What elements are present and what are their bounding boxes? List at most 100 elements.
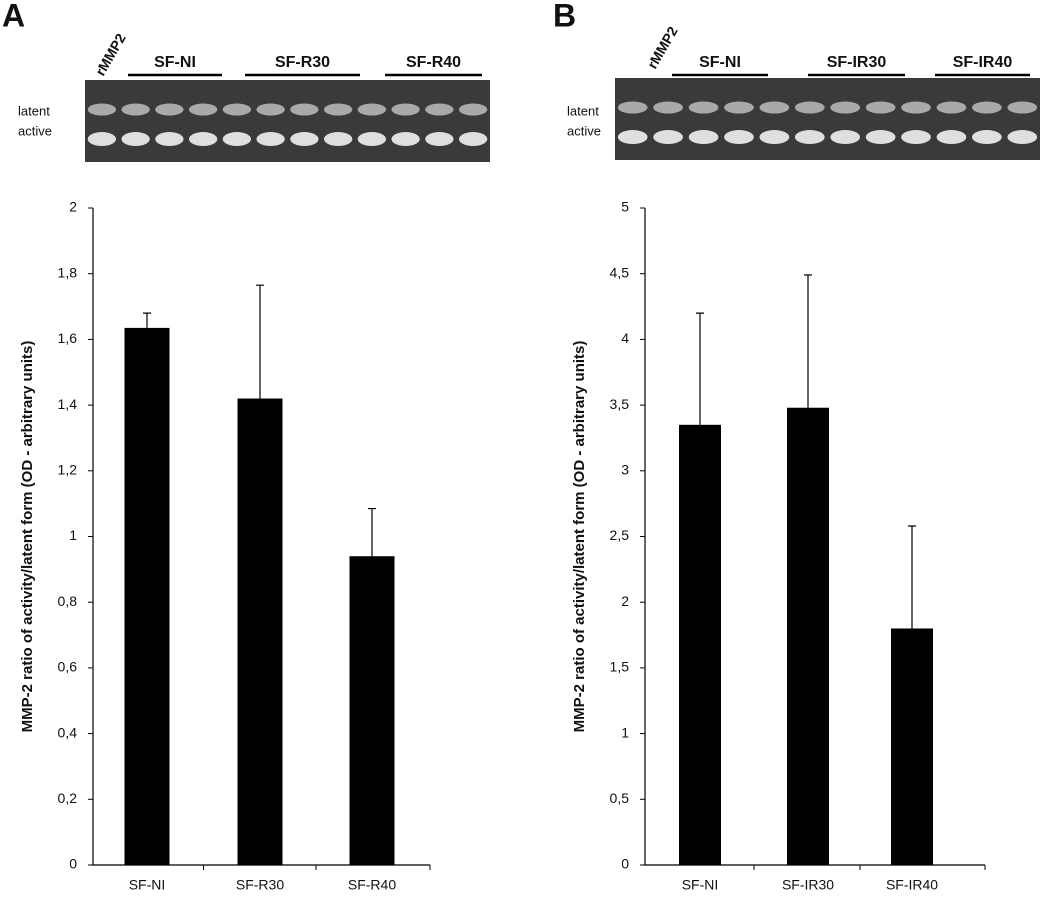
x-tick-label: SF-IR40 [886, 877, 938, 893]
y-tick-label: 0,6 [58, 659, 78, 675]
gel-band [222, 132, 252, 147]
lane-label: rMMP2 [92, 30, 129, 78]
y-tick-label: 0 [69, 856, 77, 872]
gel-band [222, 103, 252, 116]
error-bar [256, 284, 264, 399]
gel-band [653, 101, 683, 114]
panel-letter: B [553, 0, 576, 33]
bar [787, 407, 829, 865]
gel-band [617, 101, 648, 114]
gel-band [256, 132, 285, 147]
gel-band [121, 132, 150, 147]
band-label: active [567, 123, 601, 138]
x-tick-label: SF-IR30 [782, 877, 834, 893]
y-tick-label: 4 [621, 330, 629, 346]
gel-band [865, 101, 896, 114]
gel-band [188, 103, 218, 116]
gel-band [724, 101, 754, 114]
gel-band [323, 103, 353, 116]
y-tick-label: 1,8 [58, 264, 78, 280]
bar [349, 556, 395, 865]
gel-band [425, 103, 454, 116]
band-label: latent [567, 103, 599, 118]
gel-band [155, 103, 184, 116]
gel-band [972, 130, 1002, 145]
band-label: active [18, 123, 52, 138]
group-label: SF-NI [699, 54, 741, 71]
gel-image [615, 78, 1040, 160]
y-tick-label: 1,2 [58, 462, 78, 478]
gel-band [653, 130, 683, 145]
error-bar [696, 312, 704, 425]
y-tick-label: 3,5 [610, 396, 630, 412]
y-axis-label: MMP-2 ratio of activity/latent form (OD … [19, 341, 36, 733]
gel-band [936, 101, 967, 114]
gel-band [155, 132, 184, 147]
gel-band [290, 132, 319, 147]
y-tick-label: 1,4 [58, 396, 78, 412]
gel-band [1007, 130, 1038, 145]
gel-band [830, 130, 861, 145]
gel-band [901, 130, 931, 145]
error-bar [368, 507, 376, 557]
y-tick-label: 4,5 [610, 264, 630, 280]
gel-image [85, 80, 490, 162]
gel-band [357, 132, 387, 147]
error-bar [908, 525, 916, 629]
gel-band [794, 101, 825, 114]
gel-band [323, 132, 353, 147]
y-tick-label: 2 [621, 593, 629, 609]
bar [679, 424, 721, 865]
gel-band [357, 103, 387, 116]
y-tick-label: 2 [69, 199, 77, 215]
gel-band [865, 130, 896, 145]
group-label: SF-IR30 [827, 54, 887, 71]
y-tick-label: 1 [621, 724, 629, 740]
gel-band [391, 103, 420, 116]
gel-band [87, 132, 117, 147]
x-tick-label: SF-R40 [348, 877, 396, 893]
band-label: latent [18, 103, 50, 118]
gel-band [688, 101, 719, 114]
y-tick-label: 1,6 [58, 330, 78, 346]
gel-band [617, 130, 648, 145]
gel-band [256, 103, 285, 116]
gel-band [794, 130, 825, 145]
gel-band [458, 103, 488, 116]
x-tick-label: SF-R30 [236, 877, 284, 893]
group-label: SF-R30 [275, 54, 330, 71]
gel-band [936, 130, 967, 145]
y-tick-label: 3 [621, 462, 629, 478]
y-tick-label: 1 [69, 527, 77, 543]
gel-band [830, 101, 861, 114]
gel-band [759, 101, 790, 114]
gel-band [391, 132, 420, 147]
gel-band [458, 132, 488, 147]
y-tick-label: 0,4 [58, 724, 78, 740]
y-tick-label: 0 [621, 856, 629, 872]
gel-band [759, 130, 790, 145]
x-tick-label: SF-NI [682, 877, 719, 893]
group-label: SF-NI [154, 54, 196, 71]
y-tick-label: 5 [621, 199, 629, 215]
group-label: SF-R40 [406, 54, 461, 71]
x-tick-label: SF-NI [129, 877, 166, 893]
error-bar [143, 312, 151, 328]
y-tick-label: 1,5 [610, 659, 630, 675]
lane-label: rMMP2 [644, 23, 681, 71]
group-label: SF-IR40 [953, 54, 1013, 71]
y-tick-label: 0,8 [58, 593, 78, 609]
gel-band [188, 132, 218, 147]
gel-band [1007, 101, 1038, 114]
y-tick-label: 2,5 [610, 527, 630, 543]
bar [124, 327, 170, 866]
error-bar [804, 274, 812, 408]
panel-letter: A [2, 0, 25, 33]
gel-band [121, 103, 150, 116]
y-tick-label: 0,5 [610, 790, 630, 806]
gel-band [290, 103, 319, 116]
gel-band [972, 101, 1002, 114]
bar [237, 398, 283, 865]
